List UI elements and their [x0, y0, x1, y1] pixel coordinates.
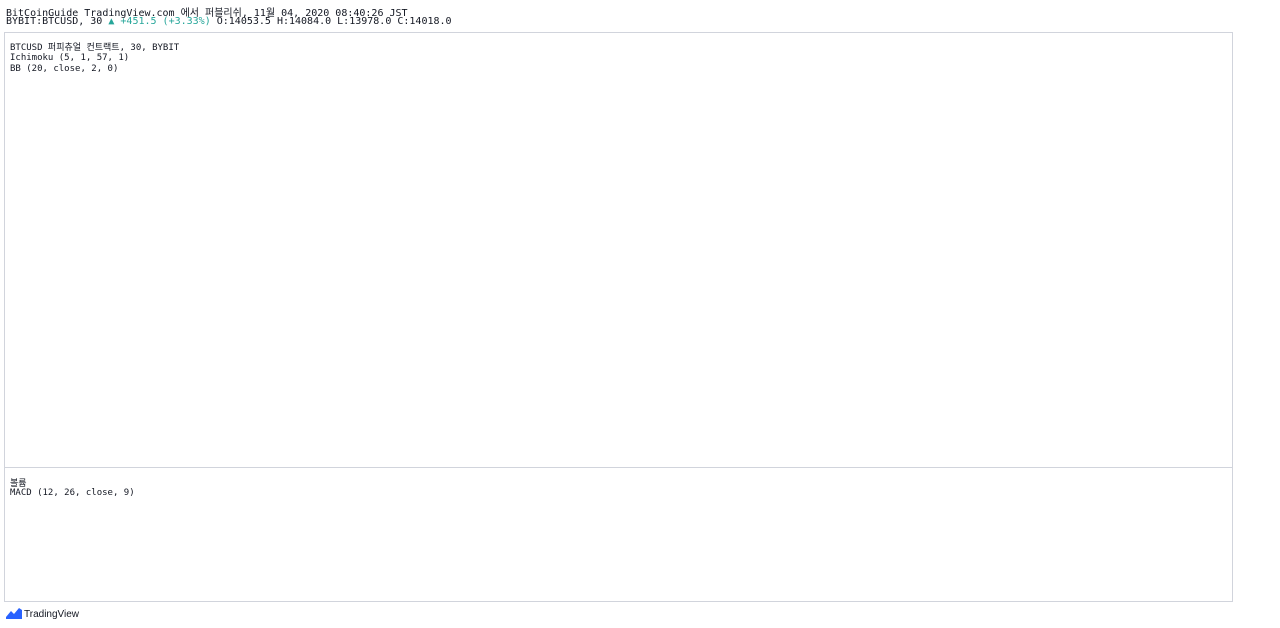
chart-pane[interactable]	[4, 32, 1233, 602]
symbol-name: BYBIT:BTCUSD, 30	[6, 16, 103, 27]
chart-header: BitCoinGuide TradingView.com 에서 퍼블리쉬, 11…	[0, 0, 1280, 32]
legend-ichimoku[interactable]: Ichimoku (5, 1, 57, 1)	[10, 53, 130, 63]
legend-volume[interactable]: 볼륨	[10, 479, 27, 489]
legend-symbol[interactable]: BTCUSD 퍼피츄얼 컨트랙트, 30, BYBIT	[10, 43, 180, 53]
tradingview-logo-icon	[6, 608, 22, 619]
legend-macd[interactable]: MACD (12, 26, close, 9)	[10, 488, 135, 498]
ohlc-values: O:14053.5 H:14084.0 L:13978.0 C:14018.0	[216, 16, 452, 27]
symbol-quote: BYBIT:BTCUSD, 30 ▲ +451.5 (+3.33%) O:140…	[6, 16, 452, 27]
legend-bb[interactable]: BB (20, close, 2, 0)	[10, 64, 119, 74]
publish-title: BitCoinGuide TradingView.com 에서 퍼블리쉬, 11…	[6, 8, 408, 19]
footer	[0, 602, 1280, 628]
pane-divider[interactable]	[4, 467, 1233, 468]
price-change: ▲ +451.5 (+3.33%)	[108, 16, 211, 27]
tradingview-brand: TradingView	[24, 609, 80, 620]
